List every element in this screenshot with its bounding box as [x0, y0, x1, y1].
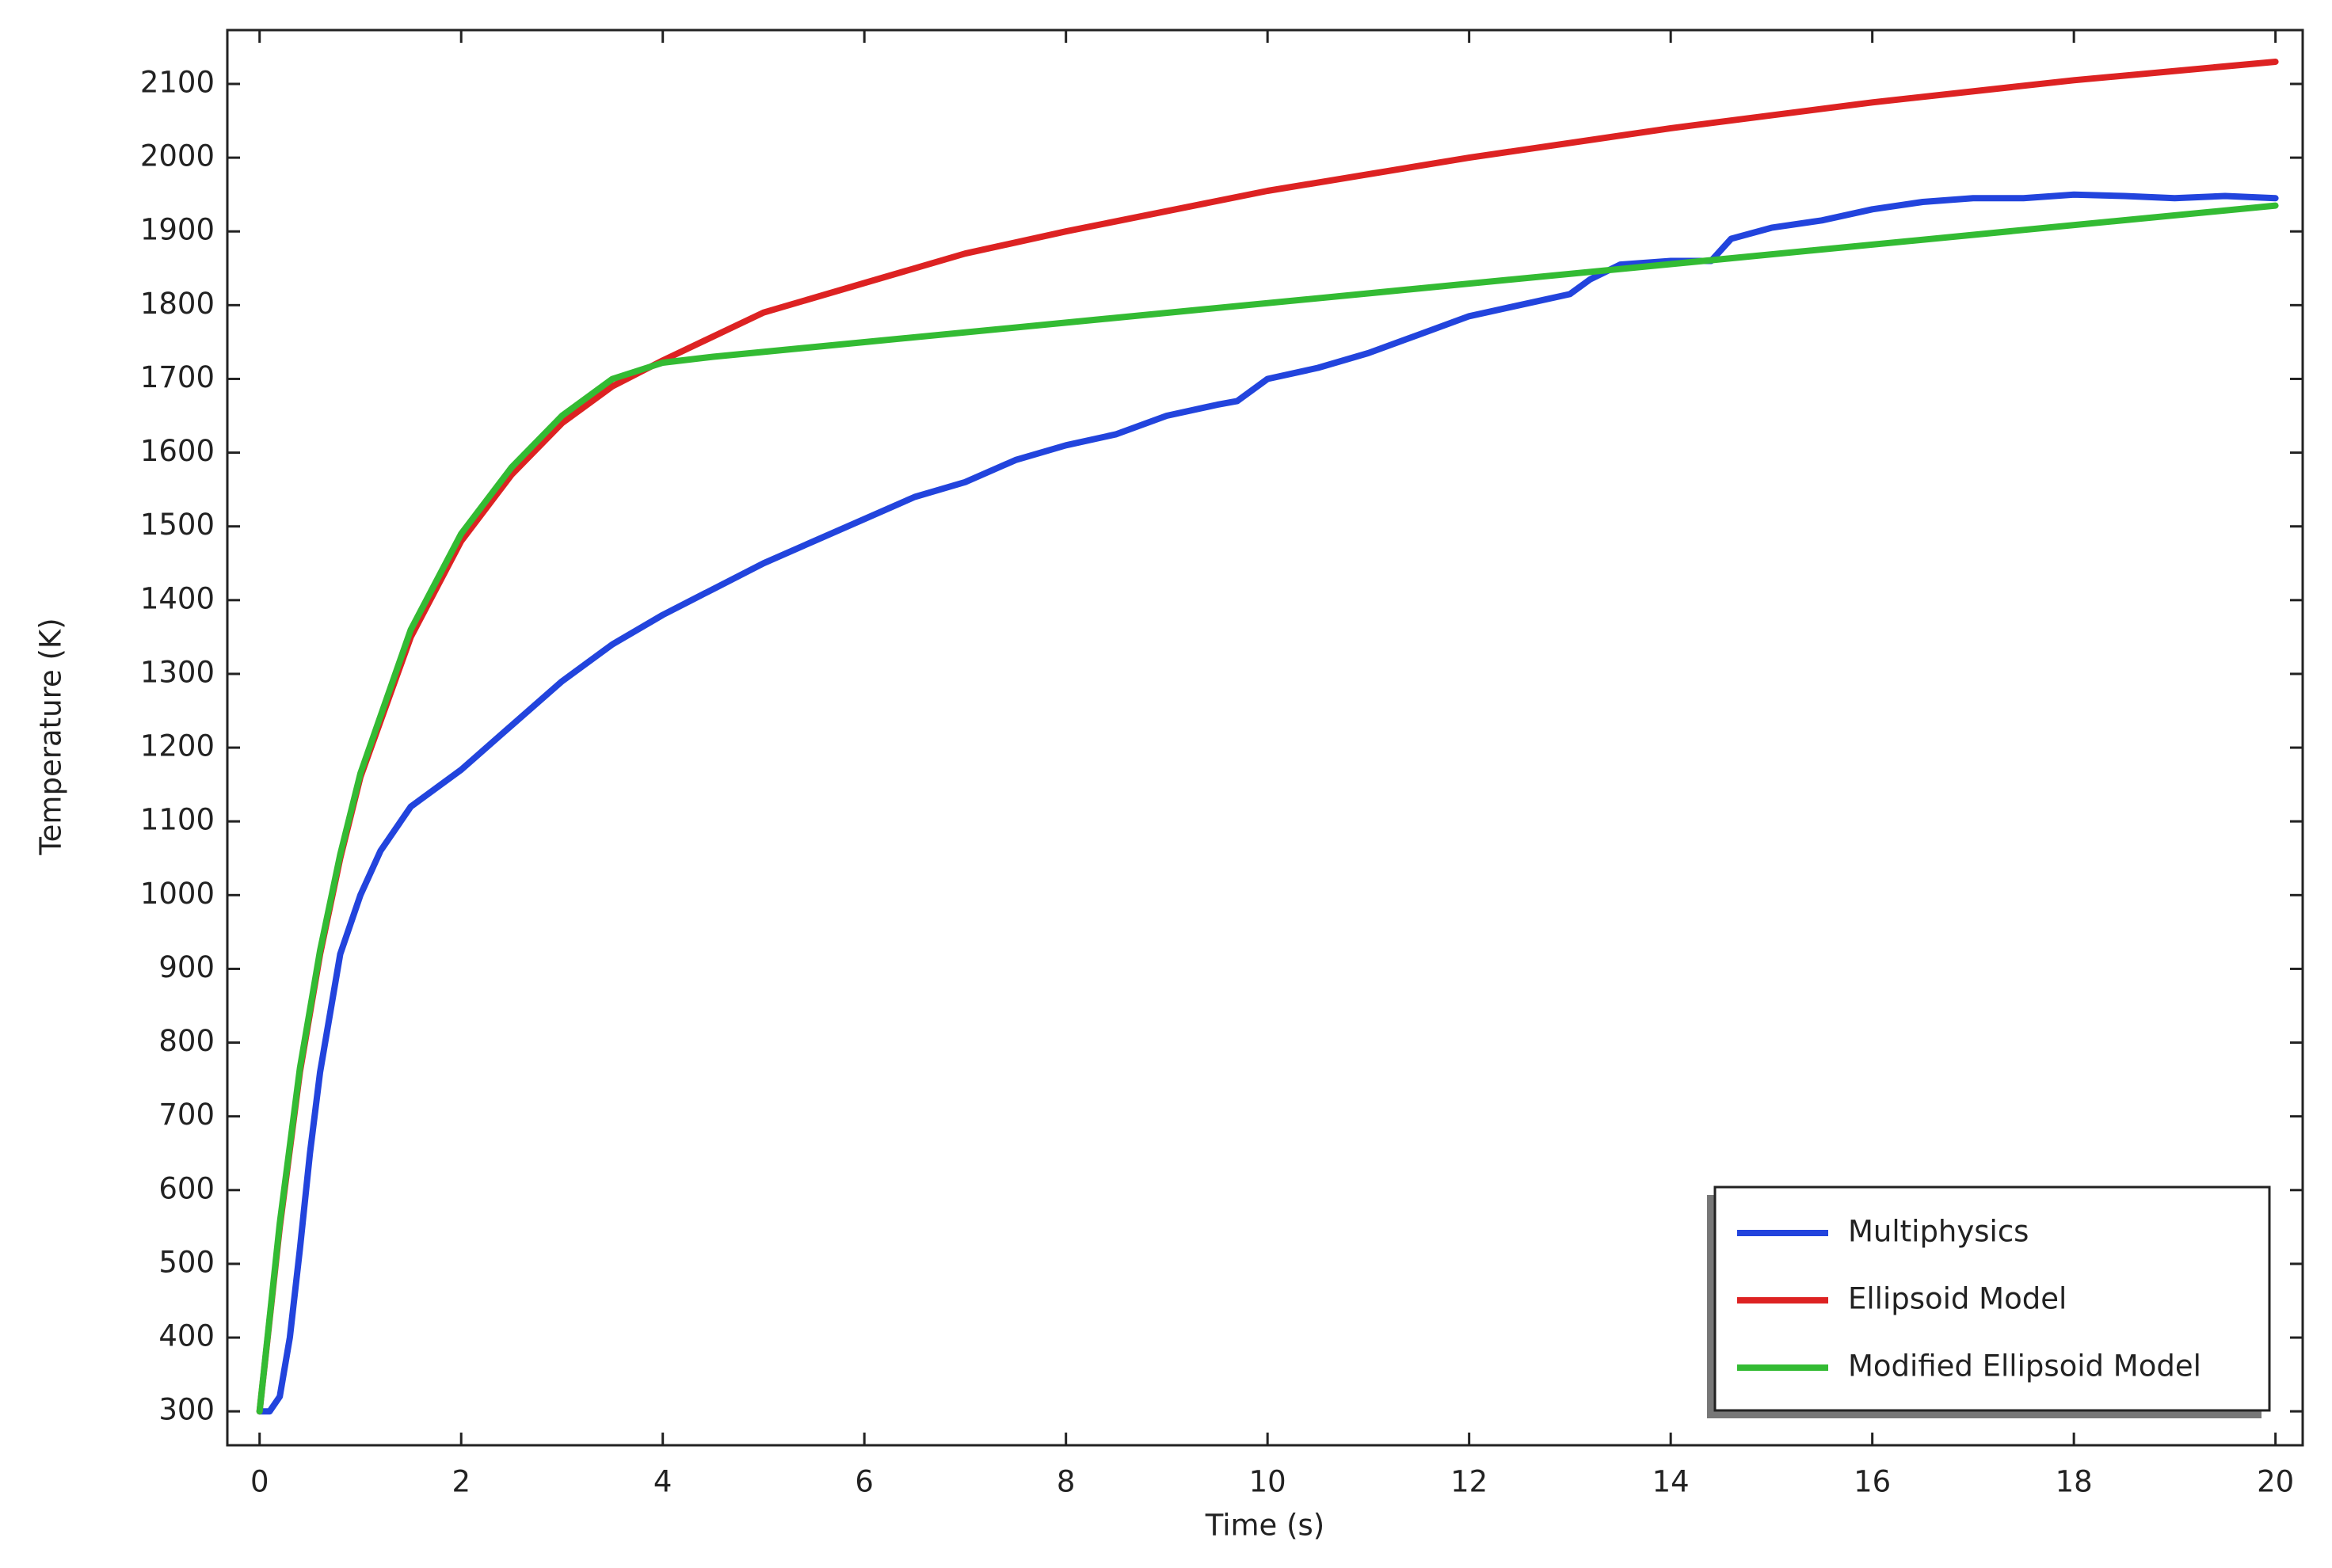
x-tick-label: 0 [250, 1465, 269, 1499]
y-tick-label: 2000 [140, 139, 215, 173]
y-tick-label: 700 [158, 1098, 215, 1132]
y-tick-label: 300 [158, 1393, 215, 1427]
y-axis-label: Temperature (K) [34, 618, 68, 855]
legend-label: Multiphysics [1848, 1215, 2029, 1249]
x-tick-label: 10 [1249, 1465, 1286, 1499]
y-tick-label: 600 [158, 1171, 215, 1205]
y-tick-label: 1000 [140, 877, 215, 911]
series-line [256, 202, 2279, 1415]
y-tick-label: 400 [158, 1319, 215, 1353]
legend-label: Modified Ellipsoid Model [1848, 1349, 2201, 1383]
x-axis-label: Time (s) [1205, 1509, 1324, 1543]
y-tick-label: 1800 [140, 287, 215, 321]
x-tick-label: 20 [2257, 1465, 2294, 1499]
series-line [256, 191, 2279, 1415]
y-tick-label: 800 [158, 1024, 215, 1058]
x-tick-label: 18 [2056, 1465, 2093, 1499]
plot-frame [226, 29, 2304, 1447]
y-tick-label: 2100 [140, 65, 215, 99]
y-tick-label: 1200 [140, 729, 215, 763]
x-tick-label: 4 [653, 1465, 673, 1499]
y-tick-label: 1600 [140, 434, 215, 468]
legend-label: Ellipsoid Model [1848, 1282, 2067, 1316]
y-tick-label: 900 [158, 950, 215, 984]
x-tick-label: 2 [452, 1465, 471, 1499]
y-tick-label: 1900 [140, 213, 215, 247]
y-tick-label: 1300 [140, 655, 215, 689]
x-tick-label: 14 [1652, 1465, 1690, 1499]
x-tick-label: 12 [1450, 1465, 1488, 1499]
x-tick-label: 8 [1057, 1465, 1076, 1499]
x-tick-label: 6 [855, 1465, 874, 1499]
y-tick-label: 1100 [140, 803, 215, 837]
y-tick-label: 1700 [140, 360, 215, 394]
y-tick-label: 500 [158, 1245, 215, 1279]
y-tick-label: 1400 [140, 581, 215, 615]
y-tick-label: 1500 [140, 508, 215, 542]
x-tick-label: 16 [1854, 1465, 1891, 1499]
